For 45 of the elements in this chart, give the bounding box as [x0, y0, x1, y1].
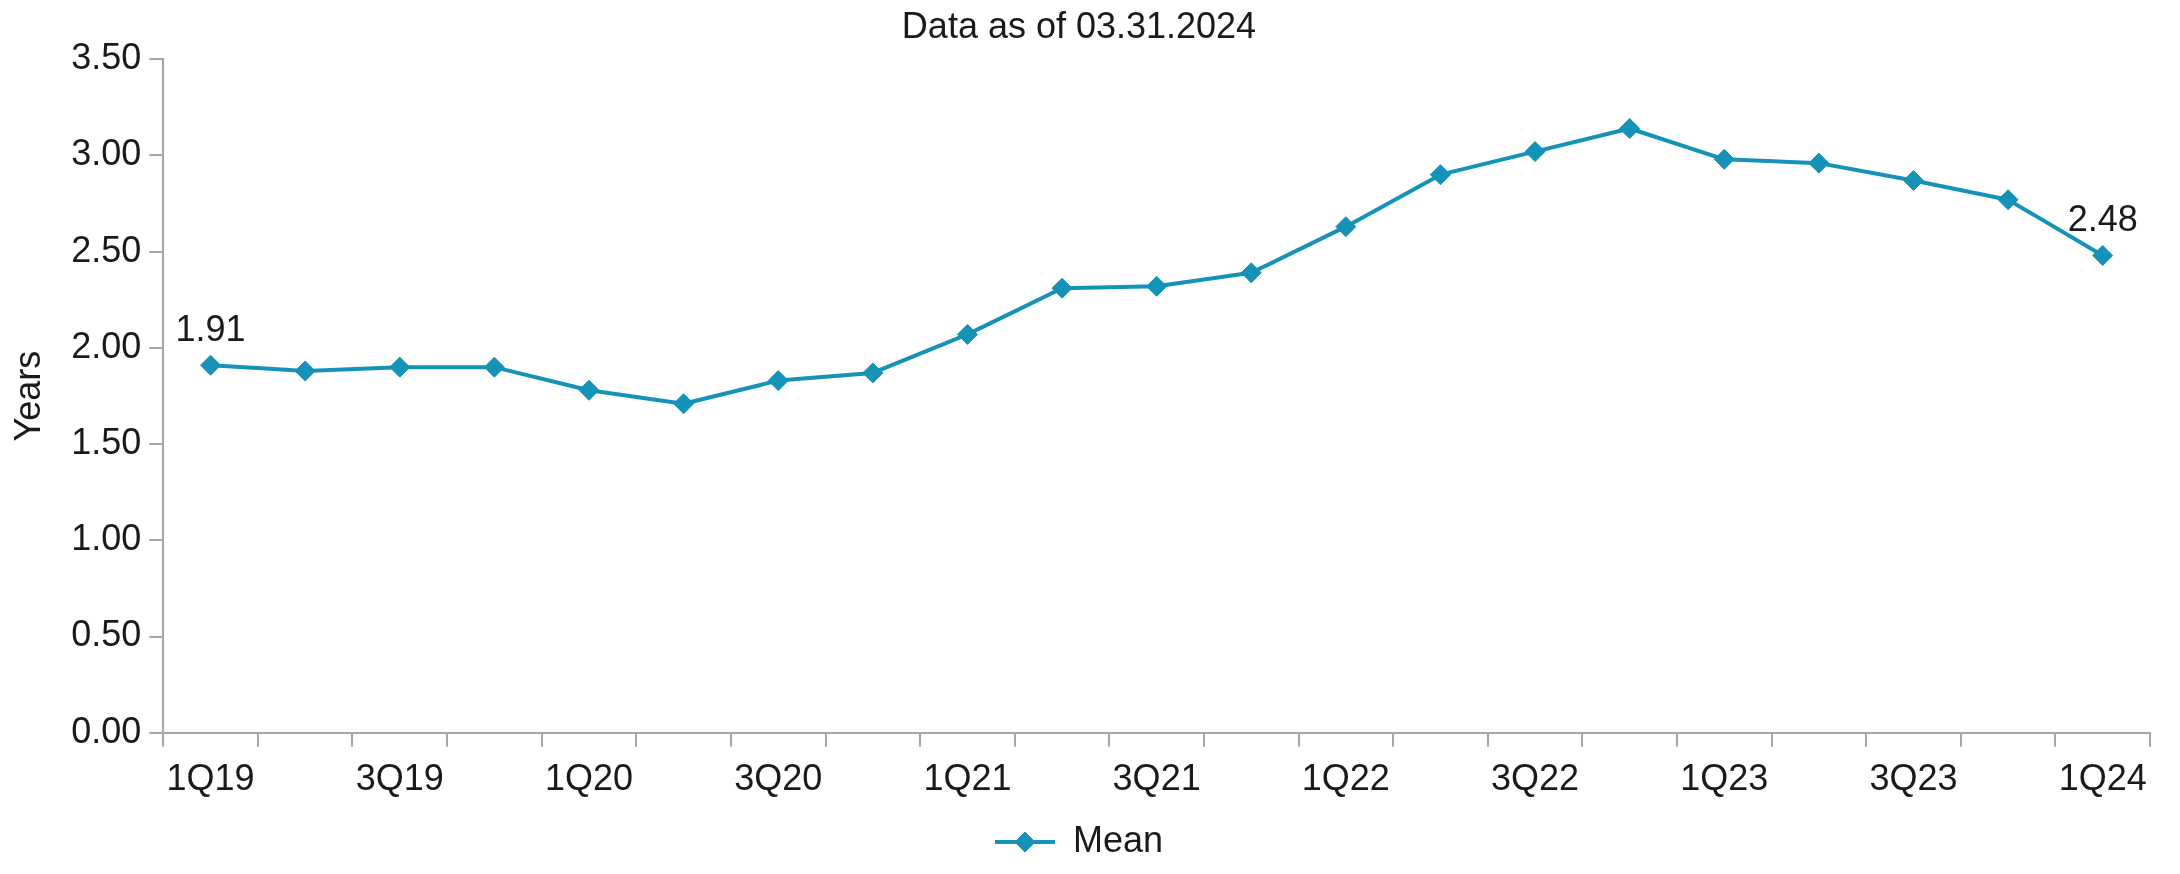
y-axis-title: Years [6, 350, 48, 442]
point [578, 379, 600, 401]
x-tick-label: 3Q21 [1112, 757, 1201, 799]
point [1619, 117, 1641, 139]
point [2092, 245, 2114, 267]
point [1808, 152, 1830, 174]
x-tick-label: 1Q21 [923, 757, 1012, 799]
x-tick-label: 3Q20 [734, 757, 823, 799]
point [1997, 189, 2019, 211]
point [1051, 277, 1073, 299]
point [1429, 164, 1451, 186]
x-tick-label: 1Q22 [1301, 757, 1390, 799]
point [1240, 262, 1262, 284]
point [1146, 275, 1168, 297]
legend-label: Mean [1072, 818, 1164, 860]
point [483, 356, 505, 378]
x-tick-label: 1Q24 [2058, 757, 2147, 799]
point [389, 356, 411, 378]
point [673, 393, 695, 415]
point [1713, 148, 1735, 170]
data-label: 2.48 [2067, 198, 2138, 240]
x-tick-label: 1Q19 [166, 757, 255, 799]
x-tick-label: 1Q20 [544, 757, 634, 799]
x-tick-label: 3Q22 [1491, 757, 1580, 799]
point [200, 354, 222, 376]
y-tick-label: 0.50 [71, 613, 142, 655]
y-tick-label: 2.50 [71, 228, 142, 270]
x-tick-label: 1Q23 [1680, 757, 1769, 799]
chart-subtitle: Data as of 03.31.2024 [901, 4, 1257, 46]
y-tick-label: 3.50 [71, 36, 142, 78]
x-tick-label: 3Q19 [355, 757, 444, 799]
y-tick-label: 0.00 [71, 709, 142, 751]
point [294, 360, 316, 382]
point [956, 323, 978, 345]
point [767, 370, 789, 392]
y-tick-label: 1.00 [71, 517, 142, 559]
x-tick-label: 3Q23 [1869, 757, 1958, 799]
point [862, 362, 884, 384]
point [1902, 169, 1924, 191]
y-tick-label: 3.00 [71, 132, 142, 174]
point [1524, 141, 1546, 163]
point [1335, 216, 1357, 238]
y-tick-label: 2.00 [71, 324, 142, 366]
y-tick-label: 1.50 [71, 421, 142, 463]
data-label: 1.91 [175, 308, 246, 350]
